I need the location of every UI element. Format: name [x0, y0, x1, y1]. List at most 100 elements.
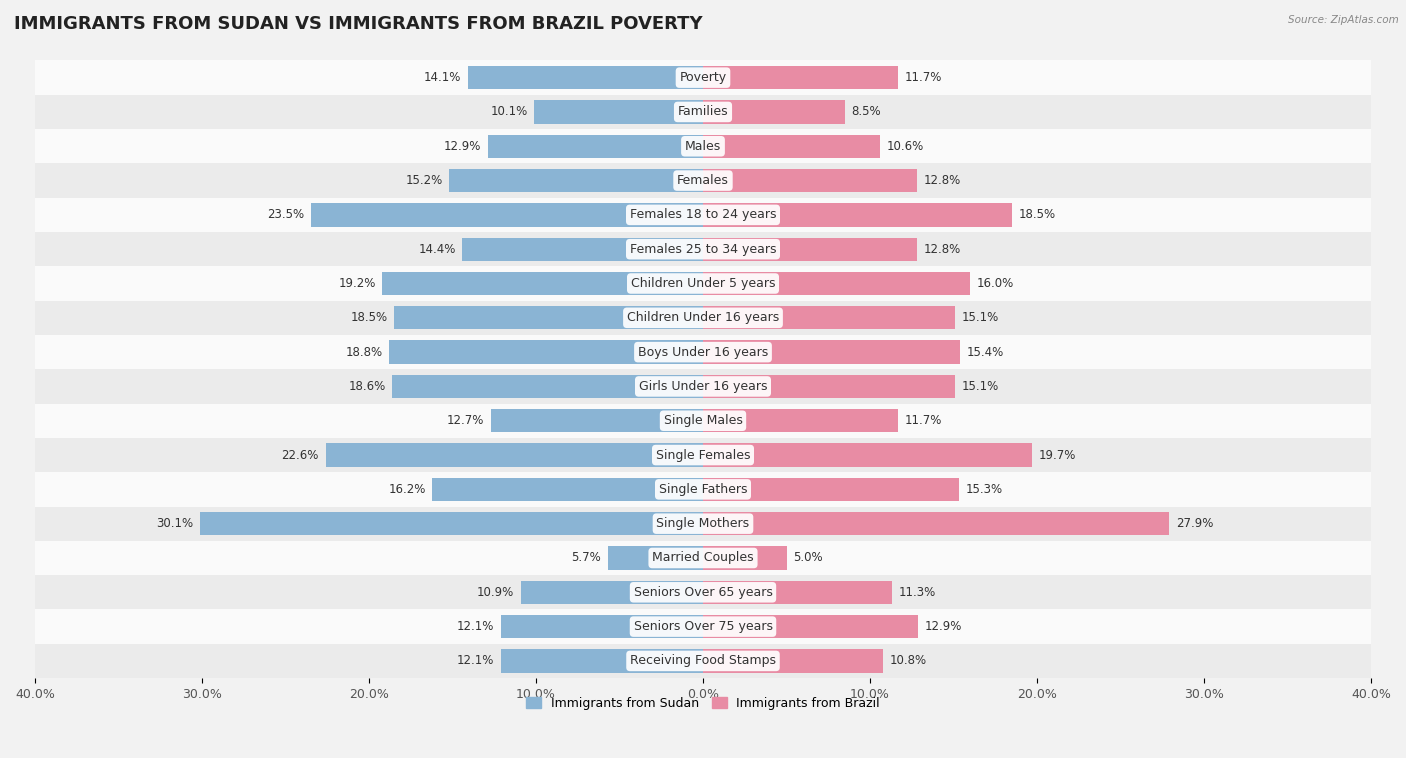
- Bar: [449, 169, 703, 193]
- Text: 10.1%: 10.1%: [491, 105, 527, 118]
- Text: 30.1%: 30.1%: [156, 517, 194, 530]
- Text: Married Couples: Married Couples: [652, 552, 754, 565]
- Bar: [703, 374, 955, 398]
- Text: Receiving Food Stamps: Receiving Food Stamps: [630, 654, 776, 667]
- Bar: [703, 135, 880, 158]
- Text: 12.8%: 12.8%: [924, 243, 960, 255]
- Text: 27.9%: 27.9%: [1175, 517, 1213, 530]
- Text: 12.8%: 12.8%: [924, 174, 960, 187]
- Text: 10.8%: 10.8%: [890, 654, 927, 667]
- Bar: [35, 335, 1371, 369]
- Text: 15.1%: 15.1%: [962, 380, 1000, 393]
- Text: 10.6%: 10.6%: [887, 139, 924, 153]
- Bar: [35, 232, 1371, 266]
- Bar: [468, 66, 703, 89]
- Text: 11.3%: 11.3%: [898, 586, 935, 599]
- Bar: [522, 581, 703, 604]
- Text: Poverty: Poverty: [679, 71, 727, 84]
- Bar: [35, 438, 1371, 472]
- Text: Females 25 to 34 years: Females 25 to 34 years: [630, 243, 776, 255]
- Bar: [35, 575, 1371, 609]
- Bar: [382, 272, 703, 295]
- Bar: [703, 340, 960, 364]
- Text: 15.1%: 15.1%: [962, 312, 1000, 324]
- Text: 5.7%: 5.7%: [571, 552, 602, 565]
- Text: 18.5%: 18.5%: [1019, 208, 1056, 221]
- Text: 5.0%: 5.0%: [793, 552, 823, 565]
- Text: 16.0%: 16.0%: [977, 277, 1014, 290]
- Bar: [703, 409, 898, 432]
- Text: Source: ZipAtlas.com: Source: ZipAtlas.com: [1288, 15, 1399, 25]
- Bar: [703, 547, 786, 570]
- Bar: [703, 512, 1168, 535]
- Text: 18.5%: 18.5%: [350, 312, 387, 324]
- Bar: [703, 100, 845, 124]
- Text: 11.7%: 11.7%: [905, 71, 942, 84]
- Text: Females 18 to 24 years: Females 18 to 24 years: [630, 208, 776, 221]
- Bar: [703, 272, 970, 295]
- Text: Seniors Over 65 years: Seniors Over 65 years: [634, 586, 772, 599]
- Text: Boys Under 16 years: Boys Under 16 years: [638, 346, 768, 359]
- Bar: [35, 129, 1371, 164]
- Bar: [392, 374, 703, 398]
- Text: Seniors Over 75 years: Seniors Over 75 years: [634, 620, 772, 633]
- Text: 10.9%: 10.9%: [477, 586, 515, 599]
- Bar: [35, 61, 1371, 95]
- Bar: [35, 472, 1371, 506]
- Text: 11.7%: 11.7%: [905, 414, 942, 428]
- Bar: [35, 609, 1371, 644]
- Bar: [703, 169, 917, 193]
- Bar: [35, 644, 1371, 678]
- Bar: [311, 203, 703, 227]
- Bar: [394, 306, 703, 330]
- Bar: [35, 540, 1371, 575]
- Bar: [534, 100, 703, 124]
- Text: Single Males: Single Males: [664, 414, 742, 428]
- Bar: [35, 164, 1371, 198]
- Bar: [703, 581, 891, 604]
- Text: 18.8%: 18.8%: [346, 346, 382, 359]
- Text: 14.1%: 14.1%: [423, 71, 461, 84]
- Text: 15.3%: 15.3%: [965, 483, 1002, 496]
- Text: Families: Families: [678, 105, 728, 118]
- Text: 15.4%: 15.4%: [967, 346, 1004, 359]
- Text: Males: Males: [685, 139, 721, 153]
- Text: IMMIGRANTS FROM SUDAN VS IMMIGRANTS FROM BRAZIL POVERTY: IMMIGRANTS FROM SUDAN VS IMMIGRANTS FROM…: [14, 15, 703, 33]
- Text: Single Females: Single Females: [655, 449, 751, 462]
- Bar: [433, 478, 703, 501]
- Bar: [607, 547, 703, 570]
- Bar: [200, 512, 703, 535]
- Bar: [703, 203, 1012, 227]
- Text: 8.5%: 8.5%: [852, 105, 882, 118]
- Text: 12.9%: 12.9%: [443, 139, 481, 153]
- Bar: [501, 615, 703, 638]
- Bar: [703, 66, 898, 89]
- Bar: [35, 198, 1371, 232]
- Bar: [491, 409, 703, 432]
- Text: 15.2%: 15.2%: [405, 174, 443, 187]
- Bar: [35, 403, 1371, 438]
- Bar: [488, 135, 703, 158]
- Bar: [35, 506, 1371, 540]
- Text: 12.1%: 12.1%: [457, 654, 495, 667]
- Text: Single Fathers: Single Fathers: [659, 483, 747, 496]
- Bar: [703, 478, 959, 501]
- Bar: [35, 95, 1371, 129]
- Bar: [501, 650, 703, 672]
- Text: 19.2%: 19.2%: [339, 277, 375, 290]
- Bar: [326, 443, 703, 467]
- Bar: [35, 369, 1371, 403]
- Text: Girls Under 16 years: Girls Under 16 years: [638, 380, 768, 393]
- Bar: [703, 615, 918, 638]
- Text: Children Under 5 years: Children Under 5 years: [631, 277, 775, 290]
- Text: Children Under 16 years: Children Under 16 years: [627, 312, 779, 324]
- Text: Single Mothers: Single Mothers: [657, 517, 749, 530]
- Bar: [703, 306, 955, 330]
- Text: 12.1%: 12.1%: [457, 620, 495, 633]
- Text: 12.7%: 12.7%: [447, 414, 484, 428]
- Bar: [389, 340, 703, 364]
- Text: Females: Females: [678, 174, 728, 187]
- Bar: [703, 443, 1032, 467]
- Text: 16.2%: 16.2%: [388, 483, 426, 496]
- Bar: [35, 266, 1371, 301]
